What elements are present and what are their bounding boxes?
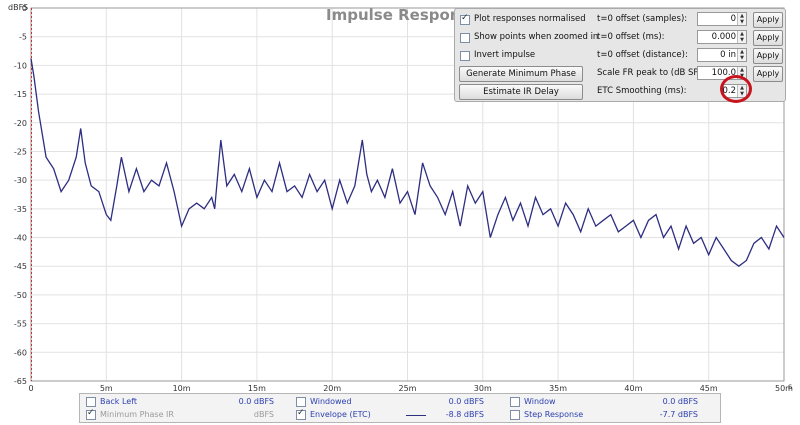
etc-smoothing-label: ETC Smoothing (ms): <box>597 86 687 96</box>
highlight-circle <box>720 75 752 103</box>
row-4: Generate Minimum Phase Scale FR peak to … <box>455 65 785 83</box>
legend-item-step-response[interactable]: Step Response -7.7 dBFS <box>508 409 704 422</box>
offset-ms-field[interactable]: 0.000 ▲ ▼ <box>697 30 747 44</box>
offset-samples-apply-button[interactable]: Apply <box>753 12 783 28</box>
y-tick-label: -30 <box>14 176 27 185</box>
y-tick-label: -10 <box>14 61 27 70</box>
y-tick-label: -65 <box>14 377 27 386</box>
legend-item-back-left[interactable]: Back Left 0.0 dBFS <box>84 396 280 409</box>
legend-item-windowed[interactable]: Windowed 0.0 dBFS <box>294 396 490 409</box>
invert-impulse-checkbox[interactable] <box>460 51 470 61</box>
offset-distance-field[interactable]: 0 in ▲ ▼ <box>697 48 747 62</box>
invert-impulse-label: Invert impulse <box>474 50 536 60</box>
row-3: Invert impulse t=0 offset (distance): 0 … <box>455 47 785 65</box>
plot-frame <box>30 7 785 382</box>
y-tick-label: -15 <box>14 90 27 99</box>
x-tick-label: 30m <box>474 384 492 393</box>
spin-arrows-icon[interactable]: ▲ ▼ <box>737 49 746 61</box>
y-tick-label: -40 <box>14 234 27 243</box>
offset-ms-apply-button[interactable]: Apply <box>753 30 783 46</box>
legend-item-window[interactable]: Window 0.0 dBFS <box>508 396 704 409</box>
series-envelope-etc <box>30 58 785 268</box>
show-points-label: Show points when zoomed in <box>474 32 599 42</box>
offset-samples-label: t=0 offset (samples): <box>597 14 688 24</box>
back-left-checkbox[interactable] <box>86 397 96 407</box>
scale-fr-label: Scale FR peak to (dB SPL): <box>597 68 710 78</box>
generate-minimum-phase-button[interactable]: Generate Minimum Phase <box>459 66 583 82</box>
offset-distance-apply-button[interactable]: Apply <box>753 48 783 64</box>
x-tick-label: 25m <box>399 384 417 393</box>
step-response-checkbox[interactable] <box>510 410 520 420</box>
chart-title: Impulse Response <box>326 6 480 24</box>
x-tick-label: 35m <box>549 384 567 393</box>
spin-arrows-icon[interactable]: ▲ ▼ <box>737 31 746 43</box>
x-tick-label: 10m <box>173 384 191 393</box>
y-tick-label: -60 <box>14 348 27 357</box>
legend-item-envelope[interactable]: Envelope (ETC) -8.8 dBFS <box>294 408 490 422</box>
estimate-ir-delay-button[interactable]: Estimate IR Delay <box>459 84 583 100</box>
y-tick-label: -50 <box>14 291 27 300</box>
y-tick-label: -20 <box>14 119 27 128</box>
x-tick-label: 20m <box>323 384 341 393</box>
spin-arrows-icon[interactable]: ▲ ▼ <box>737 13 746 25</box>
x-axis-unit: s <box>788 382 793 391</box>
envelope-swatch <box>406 415 426 416</box>
y-tick-label: -5 <box>19 33 27 42</box>
y-axis: 0 -5 -10 -15 -20 -25 -30 -35 -40 -45 -50 -55 -60 -65 <box>14 4 27 386</box>
legend: Back Left 0.0 dBFS Minimum Phase IR dBFS… <box>79 393 721 423</box>
offset-ms-label: t=0 offset (ms): <box>597 32 665 42</box>
y-tick-label: -35 <box>14 205 27 214</box>
show-points-checkbox[interactable] <box>460 33 470 43</box>
x-tick-label: 40m <box>624 384 642 393</box>
row-2: Show points when zoomed in t=0 offset (m… <box>455 29 785 47</box>
y-tick-label: 0 <box>22 4 27 13</box>
offset-distance-label: t=0 offset (distance): <box>597 50 688 60</box>
plot-normalised-checkbox[interactable] <box>460 13 470 25</box>
minimum-phase-checkbox[interactable] <box>86 408 96 420</box>
windowed-checkbox[interactable] <box>296 397 306 407</box>
x-tick-label: 45m <box>700 384 718 393</box>
x-axis: 0 5m 10m 15m 20m 25m 30m 35m 40m 45m 50m <box>28 384 793 393</box>
legend-item-minimum-phase[interactable]: Minimum Phase IR dBFS <box>84 408 280 422</box>
offset-samples-field[interactable]: 0 ▲ ▼ <box>697 12 747 26</box>
x-tick-label: 15m <box>248 384 266 393</box>
window-checkbox[interactable] <box>510 397 520 407</box>
y-axis-label: dBFS <box>8 3 29 12</box>
x-tick-label: 0 <box>28 384 33 393</box>
y-tick-label: -55 <box>14 320 27 329</box>
x-tick-label: 5m <box>100 384 113 393</box>
y-tick-label: -25 <box>14 147 27 156</box>
row-1: Plot responses normalised t=0 offset (sa… <box>455 11 785 29</box>
envelope-checkbox[interactable] <box>296 408 306 420</box>
plot-normalised-label: Plot responses normalised <box>474 14 586 24</box>
scale-fr-apply-button[interactable]: Apply <box>753 66 783 82</box>
y-tick-label: -45 <box>14 262 27 271</box>
x-tick-label: 50m <box>775 384 793 393</box>
